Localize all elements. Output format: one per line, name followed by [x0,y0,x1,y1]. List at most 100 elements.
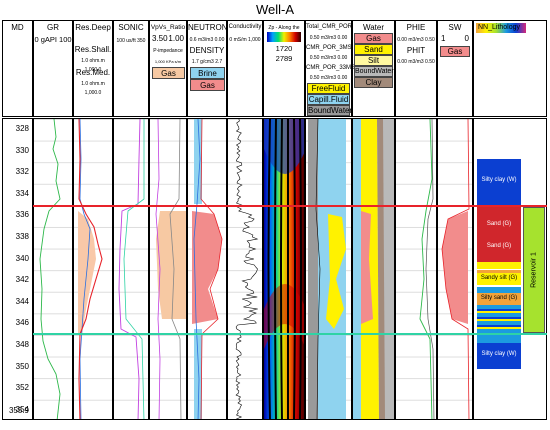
cmr-total-label: Total_CMR_POR [306,24,353,30]
water-track [352,118,395,420]
zp-track [263,118,305,420]
cmr-track [305,118,352,420]
cmr-3ms-label: CMR_POR_3MS [306,45,352,51]
res-shall-label: Res.Shall. [74,45,112,54]
neutron-scale: 0.6 m3/m3 0.00 [189,37,225,43]
sonic-label: SONIC [118,23,144,32]
cmr-header: Total_CMR_POR 0.50 m3/m3 0.00 CMR_POR_3M… [305,20,356,117]
res-track [73,118,113,420]
sonic-header: SONIC 100 us/ft 350 [113,20,149,117]
phit-scale: 0.00 m3/m3 0.50 [397,59,435,65]
boundwater-swatch: BoundWater [307,105,353,116]
depth-track: 328 330 332 334 336 338 340 342 344 346 348 350 352 3… [2,118,33,420]
vpvs-header: VpVs_Ratio 3.50 1.00 P-impedance 1,000 K… [149,20,187,117]
clay-swatch: Clay [354,77,393,88]
depth-label: 348 [15,340,29,349]
base-reservoir-line [33,333,547,335]
zp-colorbar [267,32,301,42]
res-shall-scale: 1.0 ohm.m 1,000.0 [81,58,105,73]
gr-header: GR 0 gAPI 100 [33,20,73,117]
depth-label: 352 [15,383,29,393]
res-deep-label: Res.Deep [75,23,111,32]
density-scale: 1.7 g/cm3 2.7 [191,59,223,65]
lithology-unit [477,264,521,268]
sw-min: 1 [441,34,446,43]
nn-colorbar [476,23,526,33]
sw-label: SW [448,23,462,32]
md-label: MD [11,23,24,32]
conductivity-scale: 0 mS/m 1,000 [229,37,261,43]
top-reservoir-line [33,205,547,207]
cmr-33ms-scale: 0.50 m3/m3 0.00 [309,75,348,81]
res-med-scale: 1.0 ohm.m 1,000.0 [81,81,105,96]
sw-track [437,118,473,420]
depth-label: 340 [15,253,29,263]
vpvs-label: VpVs_Ratio [150,24,186,31]
reservoir-label: Reservoir 1 [530,252,538,288]
silt-swatch: Silt [354,55,393,66]
gr-label: GR [47,23,59,32]
gr-scale: 0 gAPI 100 [34,35,72,44]
depth-label: 330 [15,145,29,155]
depth-label: 344 [15,296,29,306]
neutron-label: NEUTRON [188,23,228,32]
zp-min: 1720 [275,44,293,53]
sw-header: SW 1 0 Gas [437,20,473,117]
vpvs-track [149,118,187,420]
conductivity-label: Conductivity [228,24,262,30]
neutron-track [187,118,227,420]
density-label: DENSITY [189,46,225,55]
depth-label: 328 [15,124,29,133]
cmr-33ms-label: CMR_POR_33MS [306,65,356,71]
depth-label: 336 [15,210,29,220]
vpvs-min: 3.50 [152,34,168,43]
sonic-scale: 100 us/ft 350 [116,38,146,44]
phie-track [395,118,437,420]
water-boundwater-swatch: BoundWater [354,66,394,77]
plot-title: Well-A [255,2,295,17]
gr-track [33,118,73,420]
neutron-gas-swatch: Gas [190,79,225,91]
sonic-track [113,118,149,420]
lithology-unit [477,305,521,333]
nn-header: NN_Lithology [473,20,547,117]
depth-label: 354 [15,404,29,414]
lithology-unit: Sandy silt (G) [477,273,521,285]
water-gas-swatch: Gas [354,33,393,44]
sw-gas-swatch: Gas [440,46,470,57]
phie-label: PHIE [406,23,426,32]
brine-swatch: Brine [190,67,225,79]
vpvs-max: 1.00 [168,34,184,43]
phit-label: PHIT [406,46,426,55]
water-header: Water Gas Sand Silt BoundWater Clay [352,20,395,117]
lithology-unit: Silty clay (W) [477,343,521,369]
freefluid-swatch: FreeFluid [307,83,350,94]
water-label: Water [362,23,385,32]
cmr-3ms-scale: 0.50 m3/m3 0.00 [309,55,348,61]
capill-fluid-swatch: Capill.Fluid [307,94,350,105]
conductivity-header: Conductivity 0 mS/m 1,000 [227,20,263,117]
phie-header: PHIE 0.00 m3/m3 0.50 PHIT 0.00 m3/m3 0.5… [395,20,437,117]
depth-label: 338 [15,232,29,241]
cmr-total-scale: 0.50 m3/m3 0.00 [309,35,348,41]
lithology-unit [477,287,521,293]
vpvs-gas-swatch: Gas [152,67,185,79]
depth-label: 355.9 [8,406,29,415]
lithology-unit: Silty clay (W) [477,159,521,205]
depth-label: 334 [15,188,29,198]
zp-header: Zp - Along the well 1720 2789 [263,20,305,117]
lithology-unit: Sand (G) [477,234,521,262]
conductivity-track [227,118,263,420]
depth-label: 350 [15,361,29,371]
lithology-track: Silty clay (W) Sand (G) Sand (G) Sandy s… [473,118,547,420]
depth-label: 346 [15,318,29,328]
zp-max: 2789 [275,54,293,63]
conductivity-curve [235,119,259,419]
nn-label: NN_Lithology [478,24,521,31]
res-med-label: Res.Med. [75,68,111,77]
phie-scale: 0.00 m3/m3 0.50 [397,37,435,43]
reservoir-bar: Reservoir 1 [523,207,545,333]
neutron-header: NEUTRON 0.6 m3/m3 0.00 DENSITY 1.7 g/cm3… [187,20,228,117]
lithology-unit: Silty sand (G) [477,293,521,305]
depth-label: 332 [15,167,29,177]
